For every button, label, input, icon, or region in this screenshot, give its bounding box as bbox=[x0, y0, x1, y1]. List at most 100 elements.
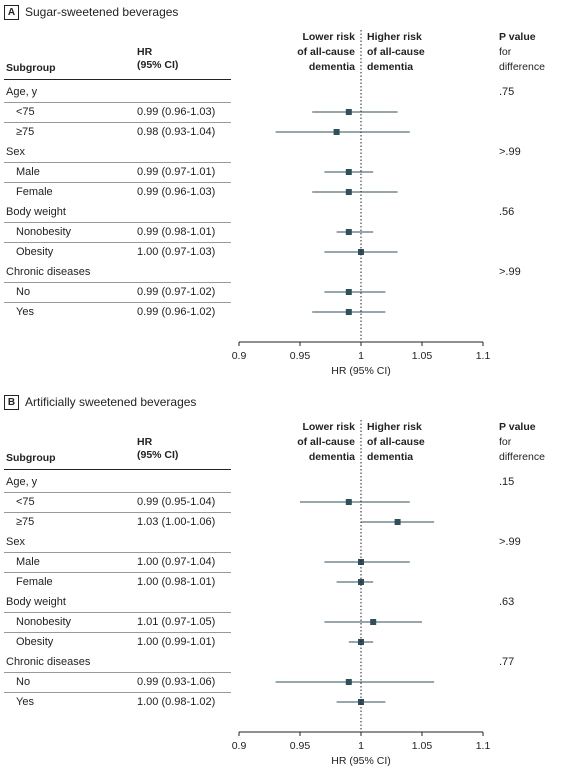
row-hr-ci: 1.01 (0.97-1.05) bbox=[137, 616, 216, 628]
hr-marker bbox=[370, 619, 377, 625]
row-hr-ci: 1.00 (0.98-1.02) bbox=[137, 696, 216, 708]
higher-risk-label: of all-cause bbox=[367, 436, 425, 448]
x-tick-label: 0.95 bbox=[289, 350, 311, 362]
hr-header: HR bbox=[137, 46, 153, 58]
x-tick-label: 1.05 bbox=[411, 740, 433, 752]
row-rule bbox=[4, 572, 231, 573]
group-rule bbox=[4, 492, 231, 493]
row-label: ≥75 bbox=[16, 126, 35, 138]
row-label: No bbox=[16, 286, 31, 298]
group-rule bbox=[4, 162, 231, 163]
row-hr-ci: 0.99 (0.95-1.04) bbox=[137, 496, 216, 508]
forest-plot bbox=[238, 420, 484, 736]
hr-marker bbox=[358, 699, 364, 705]
row-rule bbox=[4, 302, 231, 303]
higher-risk-label: Higher risk bbox=[367, 421, 422, 433]
hr-marker bbox=[345, 169, 352, 175]
hr-marker bbox=[345, 679, 352, 685]
row-rule bbox=[4, 512, 231, 513]
row-hr-ci: 1.00 (0.97-1.04) bbox=[137, 556, 216, 568]
row-label: ≥75 bbox=[16, 516, 35, 528]
group-label: Age, y bbox=[6, 476, 38, 488]
row-hr-ci: 0.99 (0.93-1.06) bbox=[137, 676, 216, 688]
row-label: Female bbox=[16, 186, 53, 198]
panel-a: A Sugar-sweetened beverages HR (95% CI) Subg… bbox=[0, 0, 564, 382]
x-tick-label: 0.95 bbox=[289, 740, 311, 752]
subgroup-header: Subgroup bbox=[6, 452, 56, 464]
hr-marker bbox=[358, 559, 364, 565]
panel-label: B bbox=[4, 394, 19, 410]
higher-risk-label: dementia bbox=[367, 451, 414, 463]
lower-risk-label: of all-cause bbox=[297, 46, 355, 58]
panel-title-text: Sugar-sweetened beverages bbox=[25, 5, 179, 19]
x-tick-label: 0.9 bbox=[231, 740, 247, 752]
pvalue-header-for: for bbox=[499, 436, 512, 448]
x-tick-label: 1.1 bbox=[475, 350, 491, 362]
x-tick-label: 1.05 bbox=[411, 350, 433, 362]
lower-risk-label: dementia bbox=[308, 451, 355, 463]
x-tick-label: 1 bbox=[358, 350, 364, 362]
panel-title: A Sugar-sweetened beverages bbox=[4, 4, 178, 20]
row-hr-ci: 0.99 (0.97-1.02) bbox=[137, 286, 216, 298]
row-label: Nonobesity bbox=[16, 226, 72, 238]
panel-b: B Artificially sweetened beverages HR (95% … bbox=[0, 390, 564, 767]
row-label: <75 bbox=[16, 106, 35, 118]
row-rule bbox=[4, 632, 231, 633]
group-pvalue: .63 bbox=[499, 596, 515, 608]
hr-header: HR bbox=[137, 436, 153, 448]
x-axis-title: HR (95% CI) bbox=[331, 755, 391, 767]
pvalue-header-difference: difference bbox=[499, 451, 545, 463]
group-pvalue: .77 bbox=[499, 656, 515, 668]
group-rule bbox=[4, 282, 231, 283]
group-label: Chronic diseases bbox=[6, 656, 91, 668]
row-label: Male bbox=[16, 556, 40, 568]
panel-label: A bbox=[4, 4, 19, 20]
group-label: Body weight bbox=[6, 206, 66, 218]
row-hr-ci: 0.99 (0.96-1.03) bbox=[137, 186, 216, 198]
lower-risk-label: of all-cause bbox=[297, 436, 355, 448]
group-label: Chronic diseases bbox=[6, 266, 91, 278]
group-label: Body weight bbox=[6, 596, 66, 608]
lower-risk-label: Lower risk bbox=[302, 31, 355, 43]
higher-risk-label: of all-cause bbox=[367, 46, 425, 58]
row-label: Nonobesity bbox=[16, 616, 72, 628]
group-rule bbox=[4, 672, 231, 673]
hr-marker bbox=[345, 309, 352, 315]
header-rule bbox=[4, 79, 231, 80]
hr-marker bbox=[345, 109, 352, 115]
row-hr-ci: 1.03 (1.00-1.06) bbox=[137, 516, 216, 528]
higher-risk-label: dementia bbox=[367, 61, 414, 73]
ci-header: (95% CI) bbox=[137, 59, 179, 71]
group-pvalue: >.99 bbox=[499, 146, 521, 158]
row-hr-ci: 0.99 (0.96-1.02) bbox=[137, 306, 216, 318]
group-pvalue: >.99 bbox=[499, 266, 521, 278]
row-rule bbox=[4, 182, 231, 183]
lower-risk-label: Lower risk bbox=[302, 421, 355, 433]
group-label: Sex bbox=[6, 536, 25, 548]
row-hr-ci: 1.00 (0.99-1.01) bbox=[137, 636, 216, 648]
group-label: Age, y bbox=[6, 86, 38, 98]
row-hr-ci: 0.98 (0.93-1.04) bbox=[137, 126, 216, 138]
hr-marker bbox=[394, 519, 401, 525]
pvalue-header: P value bbox=[499, 421, 536, 433]
row-label: Male bbox=[16, 166, 40, 178]
row-label: Obesity bbox=[16, 246, 54, 258]
hr-marker bbox=[345, 229, 352, 235]
group-rule bbox=[4, 102, 231, 103]
row-hr-ci: 0.99 (0.97-1.01) bbox=[137, 166, 216, 178]
row-hr-ci: 1.00 (0.98-1.01) bbox=[137, 576, 216, 588]
row-rule bbox=[4, 242, 231, 243]
group-pvalue: .56 bbox=[499, 206, 515, 218]
lower-risk-label: dementia bbox=[308, 61, 355, 73]
row-label: Yes bbox=[16, 696, 34, 708]
row-rule bbox=[4, 692, 231, 693]
group-pvalue: .75 bbox=[499, 86, 515, 98]
hr-marker bbox=[345, 289, 352, 295]
row-label: <75 bbox=[16, 496, 35, 508]
subgroup-header: Subgroup bbox=[6, 62, 56, 74]
higher-risk-label: Higher risk bbox=[367, 31, 422, 43]
row-hr-ci: 0.99 (0.98-1.01) bbox=[137, 226, 216, 238]
ci-header: (95% CI) bbox=[137, 449, 179, 461]
group-pvalue: .15 bbox=[499, 476, 515, 488]
